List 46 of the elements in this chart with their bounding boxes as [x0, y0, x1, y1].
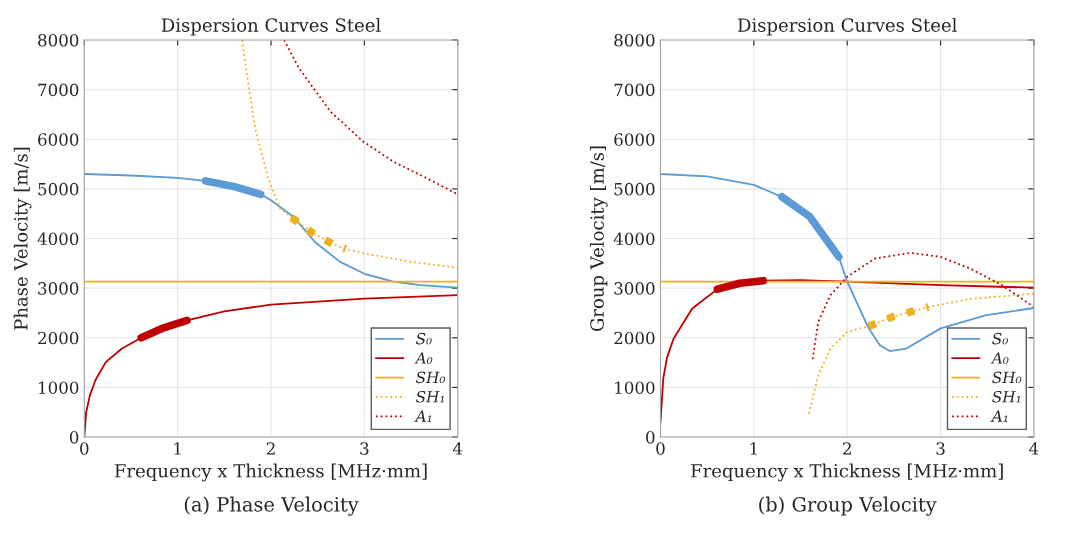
legend-label: SH₁ [992, 390, 1021, 403]
x-tick-label: 1 [174, 442, 181, 455]
legend-label: S₀ [992, 332, 1008, 345]
y-axis-title: Group Velocity [m/s] [589, 146, 608, 332]
legend-label: SH₀ [992, 371, 1022, 384]
y-tick-label: 8000 [38, 33, 79, 47]
x-tick-label: 4 [1029, 442, 1039, 455]
y-tick-label: 4000 [37, 232, 79, 246]
text: (b) Group Velocity [759, 496, 937, 516]
y-tick-label: 1000 [615, 381, 655, 394]
y-tick-label: 2000 [38, 331, 79, 345]
legend-label: A₁ [414, 410, 432, 422]
y-tick-label: 0 [69, 431, 79, 444]
y-tick-label: 8000 [614, 33, 655, 47]
y-tick-label: 3000 [614, 282, 655, 295]
y-axis-title: Phase Velocity [m/s] [13, 147, 32, 330]
y-tick-label: 3000 [38, 282, 79, 295]
y-tick-label: 1000 [39, 381, 79, 394]
legend-label: A₁ [990, 410, 1008, 422]
text: (a) Phase Velocity [184, 496, 359, 516]
x-tick-label: 3 [936, 442, 945, 455]
x-tick-label: 0 [80, 442, 89, 455]
chart-title: Dispersion Curves Steel [737, 17, 957, 36]
legend-label: SH₁ [416, 390, 444, 403]
x-axis-title: Frequency x Thickness [MHz·mm] [691, 463, 1003, 482]
legend-label: A₀ [990, 352, 1009, 364]
x-tick-label: 4 [452, 442, 463, 455]
y-tick-label: 0 [646, 431, 655, 444]
legend-label: SH₀ [416, 371, 446, 384]
x-tick-label: 0 [656, 442, 665, 455]
y-tick-label: 7000 [38, 83, 79, 97]
legend-label: S₀ [416, 332, 432, 345]
y-tick-label: 6000 [614, 133, 655, 146]
x-tick-label: 3 [360, 442, 369, 455]
y-tick-label: 2000 [614, 331, 655, 345]
x-tick-label: 1 [750, 442, 757, 455]
x-axis-title: Frequency x Thickness [MHz·mm] [114, 463, 427, 482]
y-tick-label: 7000 [614, 83, 655, 97]
chart-title: Dispersion Curves Steel [161, 17, 381, 36]
legend-label: A₀ [414, 352, 433, 364]
y-tick-label: 5000 [614, 182, 655, 196]
y-tick-label: 4000 [613, 232, 655, 246]
y-tick-label: 5000 [38, 182, 79, 196]
y-tick-label: 6000 [38, 133, 79, 146]
x-tick-label: 2 [266, 442, 275, 455]
x-tick-label: 2 [843, 442, 851, 455]
